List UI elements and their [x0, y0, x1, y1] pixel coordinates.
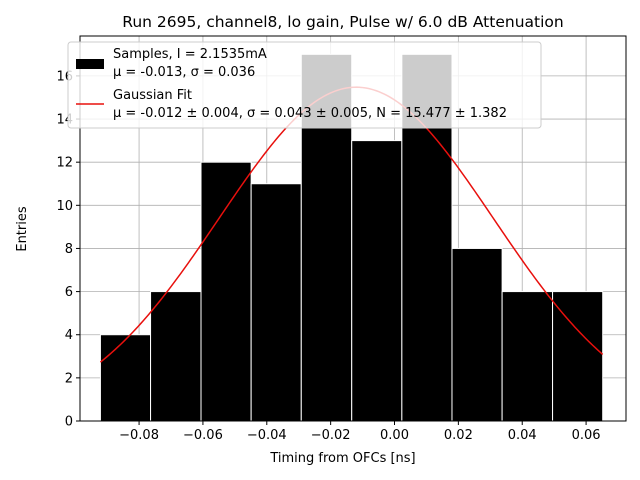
histogram-bar	[451, 247, 503, 422]
y-tick-label: 6	[65, 285, 73, 300]
chart-title: Run 2695, channel8, lo gain, Pulse w/ 6.…	[122, 13, 563, 31]
histogram-bar	[150, 291, 202, 422]
x-tick-label: −0.04	[247, 428, 287, 443]
y-tick-label: 2	[65, 371, 73, 386]
histogram-bar	[351, 140, 403, 422]
x-tick-label: −0.06	[183, 428, 223, 443]
x-tick-label: −0.02	[311, 428, 351, 443]
histogram-bar	[501, 291, 554, 422]
y-tick-label: 12	[56, 156, 73, 171]
x-tick-label: 0.00	[380, 428, 409, 443]
x-tick-label: 0.06	[572, 428, 601, 443]
y-tick-label: 8	[65, 242, 73, 257]
x-tick-label: −0.08	[119, 428, 159, 443]
legend-fit-stats: μ = -0.012 ± 0.004, σ = 0.043 ± 0.005, N…	[113, 106, 507, 121]
legend-samples-stats: μ = -0.013, σ = 0.036	[113, 65, 255, 80]
legend-box	[67, 41, 542, 129]
y-axis-label: Entries	[15, 206, 30, 252]
histogram-bar	[552, 291, 604, 422]
legend: Samples, I = 2.1535mA μ = -0.013, σ = 0.…	[67, 41, 542, 129]
x-tick-label: 0.04	[508, 428, 537, 443]
y-tick-label: 4	[65, 328, 73, 343]
axis-ticks: −0.08 −0.06 −0.04 −0.02 0.00 0.02 0.04 0.06 0 2 4 6…	[56, 69, 600, 443]
y-tick-label: 0	[65, 415, 73, 430]
x-axis-label: Timing from OFCs [ns]	[269, 451, 415, 466]
histogram-bar	[250, 183, 302, 422]
plot-frame	[79, 35, 627, 422]
histogram-bar	[99, 334, 152, 422]
x-tick-label: 0.02	[444, 428, 473, 443]
histogram-bar	[200, 161, 252, 422]
legend-samples-label: Samples, I = 2.1535mA	[113, 47, 267, 62]
legend-samples-swatch	[76, 59, 104, 69]
y-tick-label: 10	[56, 199, 73, 214]
legend-fit-label: Gaussian Fit	[113, 88, 192, 103]
histogram-bars	[99, 53, 604, 422]
